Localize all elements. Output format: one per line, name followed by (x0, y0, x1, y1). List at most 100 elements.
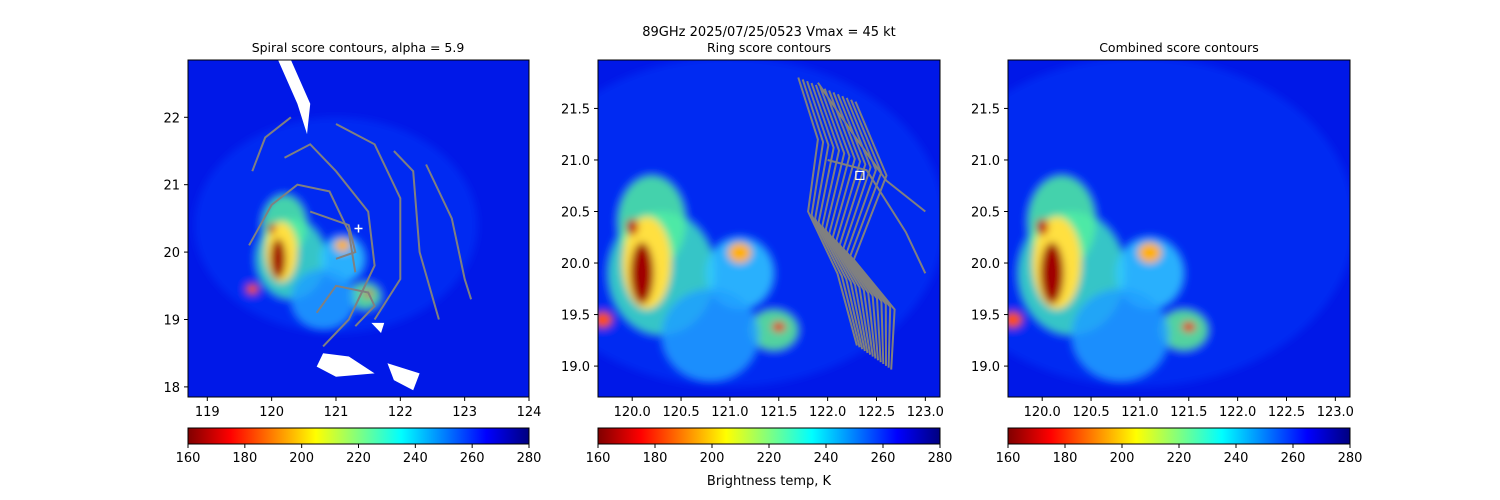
panel-title-spiral: Spiral score contours, alpha = 5.9 (252, 40, 465, 55)
y-tick-label: 19.0 (561, 360, 590, 375)
x-tick-label: 120.5 (662, 405, 699, 420)
colorbar-strip (187, 427, 530, 445)
x-tick-label: 121.0 (711, 405, 748, 420)
contour-line (425, 164, 473, 300)
y-tick-label: 19.0 (971, 360, 1000, 375)
field-region (771, 321, 786, 333)
contour-line (817, 82, 926, 213)
y-tick-label: 21.5 (971, 102, 1000, 117)
center-marker-plus (354, 224, 363, 233)
y-tick-label: 21 (163, 179, 180, 194)
y-tick-label: 22 (163, 111, 180, 126)
contour-line (797, 77, 858, 346)
brightness-field-combined (1008, 60, 1350, 387)
x-tick-label: 122.0 (809, 405, 846, 420)
missing-data-region (278, 60, 311, 135)
colorbar-label: Brightness temp, K (707, 474, 832, 489)
center-marker-square (855, 170, 865, 181)
contour-line (309, 210, 357, 260)
ring-contour-lines (797, 77, 927, 370)
colorbar-tick-label: 220 (757, 451, 782, 466)
combined-score-panel: Combined score contours 120.0 120.5 121.0 1… (971, 40, 1363, 466)
x-tick-label: 120.0 (614, 405, 651, 420)
y-tick-label: 21.0 (971, 154, 1000, 169)
center-marker (855, 170, 865, 181)
spiral-contour-lines (248, 116, 473, 348)
contour-line (832, 92, 879, 361)
y-tick-label: 21.0 (561, 154, 590, 169)
colorbar-tick-label: 200 (1110, 451, 1135, 466)
colorbar-tick-label: 160 (586, 451, 611, 466)
colorbar-tick-label: 220 (346, 451, 371, 466)
contour-line (284, 143, 376, 348)
contour-line (806, 80, 864, 350)
y-tick-label: 19 (163, 313, 180, 328)
x-tick-label: 123.0 (1317, 405, 1354, 420)
x-tick-label: 123.0 (907, 405, 944, 420)
colorbar-strip (1007, 427, 1351, 445)
field-region (270, 238, 286, 280)
colorbar-tick-label: 240 (1224, 451, 1249, 466)
contour-line (393, 150, 440, 320)
colorbar-tick-label: 280 (1338, 451, 1363, 466)
y-tick-label: 19.5 (971, 309, 1000, 324)
contour-line (852, 101, 896, 370)
x-ticks-ring: 120.0 120.5 121.0 121.5 122.0 122.5 123.0 (614, 397, 944, 420)
x-tick-label: 121.0 (1121, 405, 1158, 420)
x-tick-label: 122.5 (858, 405, 895, 420)
colorbar-tick-label: 160 (176, 451, 201, 466)
x-tick-label: 122 (388, 405, 413, 420)
axes-frame-ring (597, 59, 941, 398)
field-region (661, 288, 760, 382)
x-tick-label: 121.5 (760, 405, 797, 420)
x-tick-label: 123 (452, 405, 477, 420)
contour-line (810, 82, 866, 352)
colorbar-tick-label: 200 (700, 451, 725, 466)
colorbar-tick-label: 180 (643, 451, 668, 466)
colorbar-combined: 160 180 200 220 240 260 280 (996, 427, 1363, 466)
contour-line (845, 97, 887, 366)
missing-data-region (316, 353, 375, 377)
field-region (626, 218, 639, 236)
contour-line (849, 99, 892, 368)
ring-score-panel: Ring score contours 120.0 120.5 121.0 121.5… (561, 40, 952, 489)
x-tick-label: 121.5 (1170, 405, 1207, 420)
colorbar-tick-label: 260 (1281, 451, 1306, 466)
heatmap-ring (598, 60, 940, 397)
missing-data-region (371, 322, 385, 333)
field-region (630, 242, 654, 305)
y-tick-label: 20.5 (561, 205, 590, 220)
colorbar-tick-label: 160 (996, 451, 1021, 466)
x-tick-label: 124 (517, 405, 542, 420)
heatmap-combined (1008, 60, 1350, 397)
field-region (598, 311, 613, 328)
contour-line (335, 123, 402, 321)
x-tick-label: 122.5 (1268, 405, 1305, 420)
x-tick-label: 120.5 (1072, 405, 1109, 420)
heatmap-spiral (188, 60, 529, 397)
colorbar-tick-label: 240 (814, 451, 839, 466)
y-tick-label: 18 (163, 381, 180, 396)
colorbar-tick-label: 260 (871, 451, 896, 466)
colorbar-tick-label: 220 (1167, 451, 1192, 466)
colorbar-ring: 160 180 200 220 240 260 280 (586, 427, 952, 466)
contour-line (827, 159, 927, 274)
y-ticks-spiral: 18 19 20 21 22 (163, 111, 188, 396)
colorbar-tick-label: 260 (460, 451, 485, 466)
contour-line (841, 95, 885, 365)
contour-line (819, 86, 872, 355)
y-ticks-ring: 19.0 19.5 20.0 20.5 21.0 21.5 (561, 102, 598, 375)
field-region (1008, 311, 1023, 328)
field-region (245, 283, 259, 295)
center-marker (354, 224, 363, 233)
contour-line (315, 284, 376, 327)
axes-frame-spiral (187, 59, 530, 398)
field-region (1040, 242, 1064, 305)
contour-line (836, 93, 882, 363)
x-tick-label: 122.0 (1219, 405, 1256, 420)
contour-line (828, 90, 877, 359)
y-ticks-combined: 19.0 19.5 20.0 20.5 21.0 21.5 (971, 102, 1008, 375)
field-region (334, 238, 351, 253)
x-tick-label: 120 (259, 405, 284, 420)
